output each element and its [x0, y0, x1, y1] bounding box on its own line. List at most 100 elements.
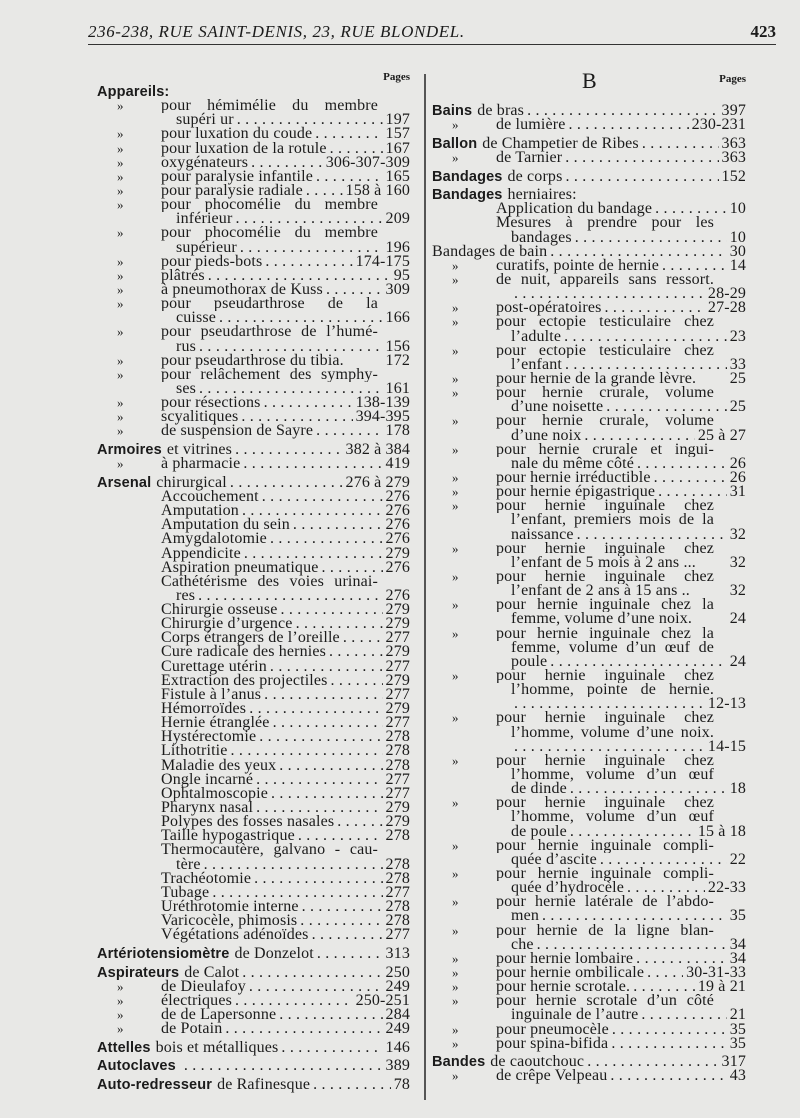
page-reference: 25 à 27: [697, 426, 746, 444]
ditto-marker: »: [452, 710, 459, 726]
entry-text: Lithotritie: [161, 742, 228, 760]
ditto-marker: »: [117, 267, 124, 283]
page-reference: 32: [729, 582, 746, 600]
index-entry-line: Tubage 277: [97, 884, 410, 900]
entry-text: de Calot: [184, 963, 240, 981]
entry-text: de nuit, appareils sans ressort.: [496, 273, 714, 288]
entry-text: Taille hypogastrique: [161, 827, 295, 845]
entry-text: pour luxation du coude: [161, 125, 313, 143]
page-reference: 278: [385, 756, 410, 774]
page-reference: 276: [385, 502, 410, 520]
dot-leader: [313, 1078, 391, 1092]
index-entry-line: » de suspension de Sayre 178: [97, 423, 410, 439]
index-entry-line: Hernie étranglée 277: [97, 714, 410, 732]
ditto-marker: »: [117, 281, 124, 297]
index-entry-line: inguinale de l’autre 21: [432, 1007, 746, 1023]
entry-text: Accouchement: [161, 487, 259, 505]
index-entry-line: Cure radicale des hernies 279: [97, 644, 410, 660]
column-divider: [424, 74, 426, 1100]
page-reference: 278: [385, 855, 410, 873]
ditto-marker: »: [452, 441, 459, 457]
entry-text: bandages: [511, 228, 572, 246]
running-header: 236-238, RUE SAINT-DENIS, 23, RUE BLONDE…: [88, 20, 776, 45]
ditto-marker: »: [117, 126, 124, 142]
dot-leader: [279, 759, 382, 773]
entry-text: Appendicite: [161, 544, 241, 562]
entry-text: pour paralysie radiale: [161, 181, 303, 199]
index-entry-line: l’enfant de 5 mois à 2 ans ... 32: [432, 554, 746, 570]
page-reference: 78: [393, 1076, 410, 1094]
entry-headword: Auto-redresseur: [97, 1077, 213, 1094]
page-reference: 43: [729, 1067, 746, 1085]
pages-label: Pages: [383, 71, 410, 83]
index-entry-line: » curatifs, pointe de hernie 14: [432, 257, 746, 273]
page-number: 423: [750, 22, 777, 41]
index-entry-line: Curettage utérin 277: [97, 657, 410, 675]
page-reference: 138-139: [355, 394, 410, 412]
entry-text: Extraction des projectiles: [161, 671, 328, 689]
dot-leader: [633, 980, 695, 994]
index-entry-line: » pour hernie inguinale chez: [432, 667, 746, 683]
section-letter: B: [582, 68, 597, 93]
index-entry-line: de poule 15 à 18: [432, 823, 746, 839]
entry-text: scyalitiques: [161, 408, 239, 426]
dot-leader: [329, 645, 383, 659]
entry-text: Maladie des yeux: [161, 756, 277, 774]
entry-text: Hernie étranglée: [161, 714, 270, 732]
dot-leader: [300, 914, 382, 928]
dot-leader: [235, 212, 382, 226]
entry-text: de Rafinesque: [217, 1076, 311, 1094]
spacer: [344, 354, 386, 368]
entry-text: supéri ur: [176, 111, 234, 129]
dot-leader: [322, 561, 383, 575]
entry-text: pour phocomélie du membre: [161, 226, 378, 241]
index-entry-line: » pour paralysie infantile 165: [97, 168, 410, 184]
entry-text: pour hernie inguinale chez: [496, 753, 714, 768]
entry-text: et vitrines: [166, 441, 233, 459]
ditto-marker: »: [452, 149, 459, 165]
ditto-marker: »: [452, 117, 459, 133]
page-reference: 249: [385, 977, 410, 995]
entry-headword: Bandages: [432, 187, 503, 204]
entry-text: de dinde: [511, 780, 567, 798]
index-entry-line: » post-opératoires 27-28: [432, 300, 746, 316]
index-entry-line: » plâtrés 95: [97, 267, 410, 283]
entry-text: Polypes des fosses nasales: [161, 813, 335, 831]
page-reference: 196: [385, 238, 410, 256]
dot-leader: [612, 1023, 727, 1037]
index-entry-line: » pour hernie inguinale chez: [432, 796, 746, 811]
entry-headword: Artériotensiomètre: [97, 945, 230, 962]
entry-text: Amygdalotomie: [161, 530, 267, 548]
index-entry-line: l’enfant de 2 ans à 15 ans .. 32: [432, 582, 746, 600]
page-reference: 276: [385, 530, 410, 548]
index-entry-line: ses 161: [97, 380, 410, 396]
page-reference: 279: [385, 544, 410, 562]
dot-leader: [662, 259, 727, 273]
page-reference: 277: [385, 629, 410, 647]
entry-text: pour hernie inguinale chez la: [496, 598, 714, 613]
index-entry-line: » pour pseudarthrose du tibia. 172: [97, 352, 410, 368]
entry-text: pour hernie lombaire: [496, 949, 634, 967]
page-reference: 230-231: [691, 116, 746, 134]
index-entry-line: Autoclaves 389: [97, 1058, 410, 1074]
index-entry-line: Maladie des yeux 278: [97, 756, 410, 774]
entry-text: Curettage utérin: [161, 657, 267, 675]
entry-text: pour relâchement des symphy-: [161, 367, 378, 382]
page-reference: 276 à 279: [345, 473, 410, 491]
dot-leader: [184, 1059, 383, 1073]
page-reference: 18: [729, 780, 746, 798]
entry-text: Cathétérisme des voies urinai-: [161, 574, 378, 589]
entry-text: l’homme, volume d’une noix.: [511, 725, 714, 740]
ditto-marker: »: [452, 993, 459, 1009]
entry-text: pour hernie de la grande lèvre.: [496, 370, 697, 388]
ditto-marker: »: [452, 667, 459, 683]
page-reference: 277: [385, 657, 410, 675]
index-entry-line: » pour ectopie testiculaire chez: [432, 343, 746, 358]
index-entry-line: Cathétérisme des voies urinai-: [97, 575, 410, 589]
page-reference: 156: [385, 337, 410, 355]
entry-text: quée d’hydrocèle: [511, 879, 625, 897]
entry-text: pour hernie crurale, volume: [496, 414, 714, 429]
entry-text: pour hernie inguinale chez: [496, 796, 714, 811]
entry-text: nale du même côté: [511, 454, 634, 472]
